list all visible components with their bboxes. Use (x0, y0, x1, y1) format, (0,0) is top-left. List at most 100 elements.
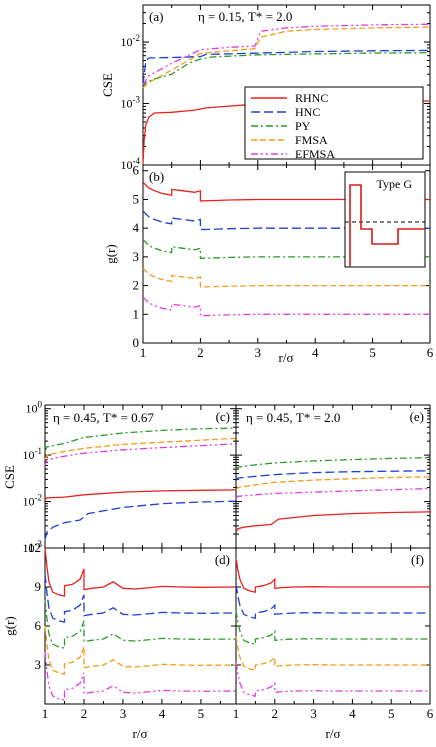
y-tick-label: 9 (35, 579, 42, 594)
y-tick-label: 3 (35, 657, 42, 672)
inset-potential-line (349, 184, 425, 267)
x-tick-label: 6 (427, 345, 434, 360)
legend-label: PY (295, 119, 311, 133)
panel-tag: (a) (149, 9, 163, 24)
y-tick-label: 10-1 (23, 446, 43, 462)
series-efmsa-line (142, 296, 430, 317)
series-efmsa-line (44, 443, 237, 466)
y-axis-label: g(r) (2, 616, 17, 636)
y-tick-label: 3 (133, 249, 140, 264)
legend-label: EFMSA (295, 147, 335, 161)
series-hnc-line (44, 573, 237, 623)
y-tick-label: 100 (26, 400, 43, 416)
series-py-line (142, 52, 431, 89)
series-efmsa-line (235, 662, 430, 698)
series-rhnc-line (235, 558, 430, 594)
inset: Type G (344, 171, 426, 268)
legend-label: FMSA (295, 133, 328, 147)
series-hnc-line (142, 210, 430, 231)
series-hnc-line (142, 49, 431, 86)
y-tick-label: 6 (133, 163, 140, 178)
series-efmsa-line (44, 651, 237, 701)
series-py-line (235, 457, 431, 470)
legend-label: HNC (295, 105, 320, 119)
x-tick-label: 4 (349, 706, 356, 721)
series-py-line (44, 427, 237, 452)
y-tick-label: 12 (28, 540, 41, 555)
x-tick-label: 1 (42, 706, 49, 721)
y-tick-label: 1 (133, 306, 140, 321)
x-tick-label: 1 (233, 706, 240, 721)
series-py-line (235, 610, 430, 646)
y-tick-label: 10-3 (121, 95, 141, 111)
x-tick-label: 3 (255, 345, 262, 360)
x-tick-label: 1 (140, 345, 147, 360)
x-tick-label: 5 (198, 706, 205, 721)
panel-e: (e) η = 0.45, T* = 2.0 (235, 404, 431, 549)
panel-e-frame (235, 404, 431, 549)
x-tick-label: 3 (120, 706, 127, 721)
x-tick-label: 4 (312, 345, 319, 360)
panel-tag: (c) (216, 409, 230, 424)
panel-tag: (d) (215, 552, 230, 567)
y-tick-label: 10-2 (23, 493, 43, 509)
panel-f-frame (235, 547, 431, 705)
x-tick-label: 5 (369, 345, 376, 360)
series-hnc-line (235, 470, 431, 482)
y-axis-label: g(r) (103, 244, 118, 264)
y-tick-label: 10-2 (121, 33, 141, 49)
series-efmsa-line (142, 23, 431, 86)
legend-label: RHNC (295, 91, 328, 105)
inset-frame (344, 171, 426, 268)
panel-f: 1 2 3 4 5 6 (f) (233, 547, 434, 721)
inset-title: Type G (377, 177, 413, 191)
series-rhnc-line (44, 547, 237, 597)
series-py-line (142, 239, 430, 259)
y-axis-label: CSE (100, 73, 115, 97)
series-fmsa-line (142, 26, 431, 89)
x-axis-label: r/σ (133, 726, 148, 741)
x-axis-label: r/σ (279, 350, 294, 365)
y-tick-label: 10-3 (23, 539, 43, 555)
panel-title: η = 0.15, T* = 2.0 (198, 9, 292, 24)
panel-c: 10-3 10-2 10-1 100 (c) η = 0.45, T* = 0.67 CSE (2, 400, 237, 555)
panel-title: η = 0.45, T* = 0.67 (53, 410, 154, 425)
y-tick-label: 4 (133, 220, 140, 235)
x-tick-label: 5 (388, 706, 395, 721)
series-fmsa-line (44, 625, 237, 675)
panel-a: 10-4 10-3 10-2 (a) η = 0.15, T* = 2.0 CSE RHNC… (100, 4, 431, 172)
series-rhnc-line (142, 181, 430, 202)
x-tick-label: 2 (272, 706, 279, 721)
y-tick-label: 5 (133, 191, 140, 206)
series-rhnc-line (44, 489, 237, 501)
x-axis-label: r/σ (326, 726, 341, 741)
panel-title: η = 0.45, T* = 2.0 (246, 410, 340, 425)
series-hnc-line (44, 500, 237, 540)
y-tick-label: 2 (133, 278, 140, 293)
series-fmsa-line (235, 476, 431, 491)
series-efmsa-line (235, 487, 431, 499)
y-tick-label: 6 (35, 618, 42, 633)
panel-tag: (b) (149, 169, 164, 184)
series-hnc-line (235, 584, 430, 620)
series-fmsa-line (44, 437, 237, 460)
panel-d-frame (44, 547, 237, 705)
y-tick-label: 0 (133, 335, 140, 350)
y-axis-label: CSE (2, 465, 17, 489)
x-tick-label: 2 (197, 345, 204, 360)
series-py-line (44, 599, 237, 649)
series-rhnc-line (235, 511, 431, 533)
x-tick-label: 2 (81, 706, 88, 721)
series-fmsa-line (142, 267, 430, 288)
legend-frame (244, 86, 424, 160)
y-tick-label: 10-4 (121, 156, 141, 172)
panel-c-frame (44, 404, 237, 549)
x-tick-label: 3 (310, 706, 317, 721)
series-fmsa-line (235, 636, 430, 672)
panel-tag: (e) (410, 409, 424, 424)
x-tick-label: 6 (427, 706, 434, 721)
